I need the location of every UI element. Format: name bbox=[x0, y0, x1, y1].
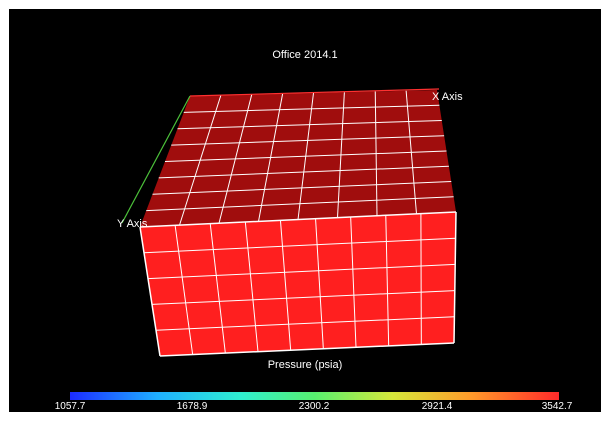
block-edge bbox=[159, 342, 455, 357]
front-grid-line bbox=[147, 263, 456, 280]
colorbar-tick-label: 1057.7 bbox=[54, 401, 86, 412]
colorbar-tick-label: 2300.2 bbox=[298, 401, 330, 412]
top-grid-line bbox=[164, 150, 447, 162]
front-grid-line bbox=[155, 316, 455, 331]
front-grid-line bbox=[279, 220, 292, 351]
colorbar-tick-label: 3542.7 bbox=[541, 401, 573, 412]
top-grid-line bbox=[183, 104, 440, 113]
block-edge bbox=[139, 226, 161, 357]
reservoir-grid-model[interactable] bbox=[9, 9, 601, 412]
front-grid-line bbox=[151, 290, 455, 305]
front-face bbox=[140, 212, 456, 356]
top-face bbox=[140, 90, 456, 227]
legend-title: Pressure (psia) bbox=[267, 359, 343, 371]
top-grid-line bbox=[152, 181, 452, 195]
x-axis-label: X Axis bbox=[432, 91, 463, 103]
front-grid-line bbox=[143, 237, 456, 254]
y-axis-label: Y Axis bbox=[117, 218, 148, 230]
front-grid-line bbox=[350, 216, 357, 348]
colorbar-tick-label: 1678.9 bbox=[176, 401, 208, 412]
front-grid-line bbox=[315, 218, 324, 349]
front-grid-line bbox=[209, 223, 226, 354]
block-edge bbox=[453, 211, 457, 344]
top-grid-line bbox=[177, 120, 442, 130]
view-title: Office 2014.1 bbox=[272, 49, 338, 61]
front-grid-line bbox=[244, 221, 259, 352]
top-grid-line bbox=[171, 135, 445, 146]
top-grid-line bbox=[158, 165, 449, 179]
3d-viewport[interactable]: Office 2014.1 X Axis Y Axis Pressure (ps… bbox=[9, 9, 601, 412]
block-edge bbox=[139, 211, 457, 228]
x-axis-line bbox=[189, 88, 440, 97]
pressure-colorbar bbox=[70, 392, 559, 400]
top-grid-line bbox=[146, 196, 454, 212]
colorbar-tick-label: 2921.4 bbox=[421, 401, 453, 412]
front-grid-line bbox=[174, 225, 194, 355]
y-axis-line bbox=[121, 95, 191, 224]
front-grid-line bbox=[385, 215, 390, 346]
